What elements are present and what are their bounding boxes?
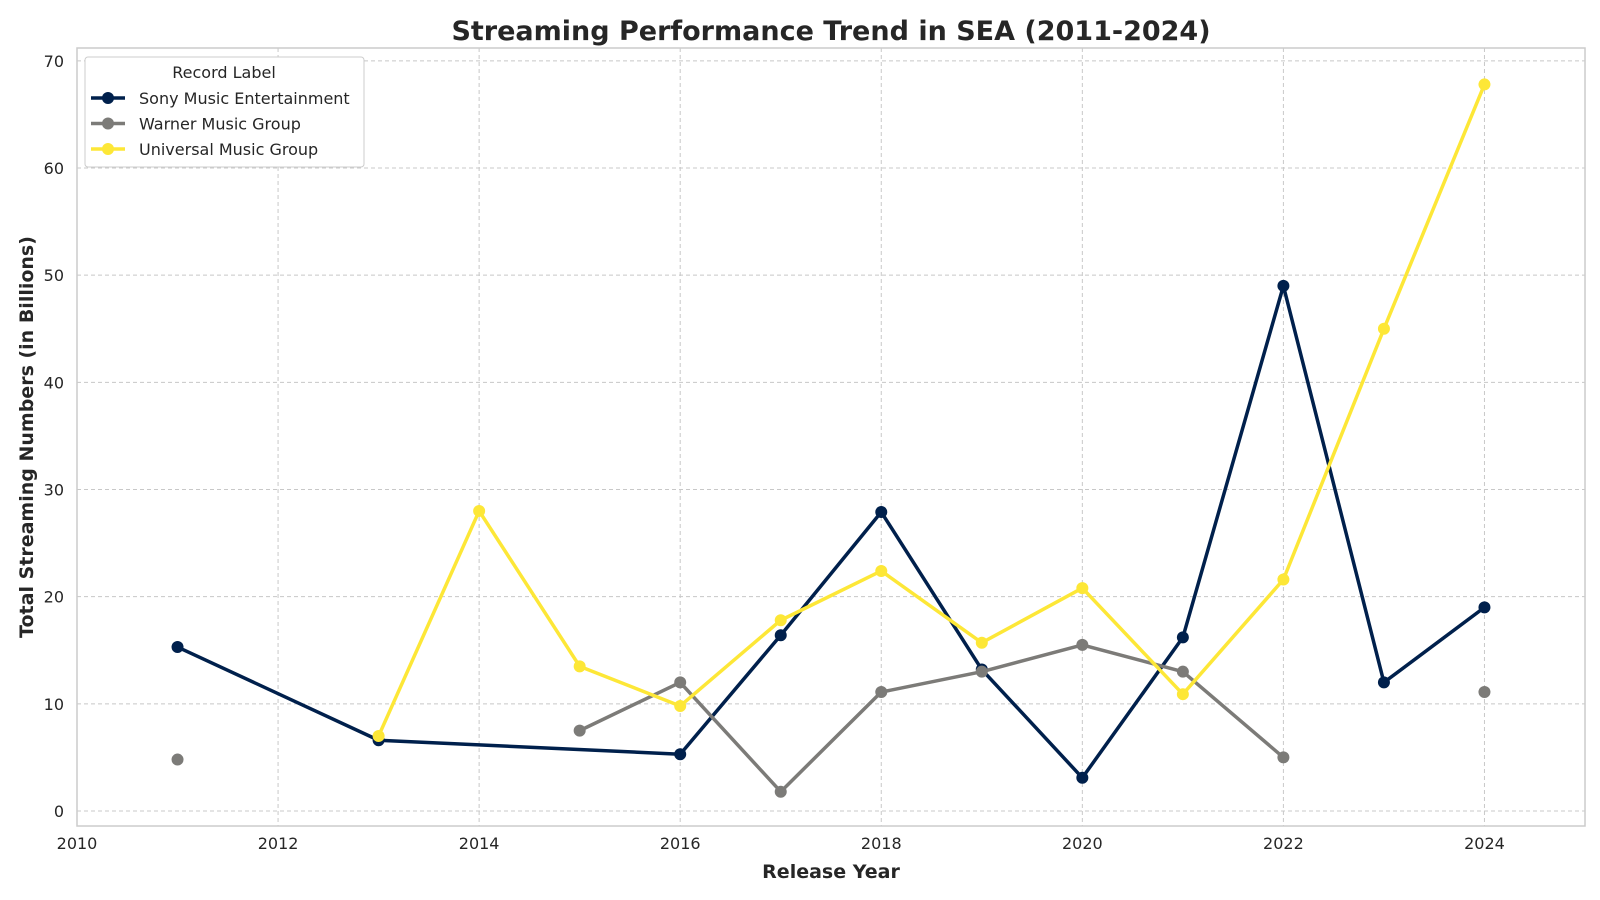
legend-title: Record Label xyxy=(172,63,276,82)
y-axis-label: Total Streaming Numbers (in Billions) xyxy=(16,236,38,638)
x-axis-label: Release Year xyxy=(762,861,900,883)
data-point xyxy=(372,729,385,742)
y-tick-label: 10 xyxy=(44,695,64,714)
legend-box xyxy=(84,56,365,168)
series-universal-music-group xyxy=(372,78,1491,742)
x-tick-label: 2012 xyxy=(258,834,299,853)
data-point xyxy=(1377,676,1390,689)
data-point xyxy=(573,660,586,673)
legend-entries: Sony Music Entertainment Warner Music Gro… xyxy=(91,89,350,159)
data-point xyxy=(1377,322,1390,335)
data-point xyxy=(674,748,687,761)
data-point xyxy=(1076,638,1089,651)
x-tick-label: 2018 xyxy=(861,834,902,853)
series-line xyxy=(376,82,1487,738)
data-point xyxy=(1076,771,1089,784)
y-tick-label: 60 xyxy=(44,159,64,178)
legend-item-warner-music-group: Warner Music Group xyxy=(91,115,301,134)
data-point xyxy=(1478,686,1491,699)
data-point xyxy=(1277,279,1290,292)
y-tick-label: 30 xyxy=(44,481,64,500)
data-point xyxy=(171,753,184,766)
data-point xyxy=(975,636,988,649)
grid xyxy=(76,48,1585,826)
y-tick-label: 20 xyxy=(44,588,64,607)
chart-title: Streaming Performance Trend in SEA (2011… xyxy=(451,16,1210,47)
data-point xyxy=(975,665,988,678)
tick-labels: 2010 2012 2014 2016 2018 2020 2022 2024 0 10 20 30 4… xyxy=(44,52,1505,853)
data-point xyxy=(1277,751,1290,764)
legend-marker xyxy=(102,117,114,130)
series-warner-music-group xyxy=(171,638,1491,798)
y-tick-label: 40 xyxy=(44,373,64,392)
series-line xyxy=(577,643,1286,794)
x-tick-label: 2016 xyxy=(660,834,701,853)
legend-marker xyxy=(102,92,114,104)
legend-label: Sony Music Entertainment xyxy=(139,89,350,108)
y-tick-label: 70 xyxy=(44,52,64,71)
data-point xyxy=(774,614,787,627)
legend-item-sony-music-entertainment: Sony Music Entertainment xyxy=(91,89,350,108)
legend-marker xyxy=(102,143,114,155)
data-point xyxy=(774,629,787,642)
data-point xyxy=(1076,582,1089,595)
x-tick-label: 2024 xyxy=(1464,834,1505,853)
data-point xyxy=(674,676,687,689)
data-point xyxy=(1176,631,1189,644)
series-layer xyxy=(171,78,1491,798)
data-point xyxy=(1277,573,1290,586)
y-tick-label: 0 xyxy=(54,802,64,821)
data-point xyxy=(674,699,687,712)
data-point xyxy=(1478,78,1491,91)
data-point xyxy=(1176,688,1189,701)
legend-label: Warner Music Group xyxy=(139,115,301,134)
legend-item-universal-music-group: Universal Music Group xyxy=(91,140,318,159)
data-point xyxy=(875,506,888,519)
data-point xyxy=(573,724,586,737)
x-tick-label: 2014 xyxy=(459,834,500,853)
data-point xyxy=(875,564,888,577)
data-point xyxy=(171,641,184,654)
legend: Record Label Sony Music Entertainment War… xyxy=(84,56,365,168)
data-point xyxy=(1176,665,1189,678)
legend-label: Universal Music Group xyxy=(139,140,318,159)
plot-area-frame xyxy=(76,47,1586,827)
data-point xyxy=(473,504,486,517)
data-point xyxy=(875,686,888,699)
data-point xyxy=(774,785,787,798)
y-tick-label: 50 xyxy=(44,266,64,285)
x-tick-label: 2010 xyxy=(57,834,98,853)
data-point xyxy=(1478,601,1491,614)
x-tick-label: 2020 xyxy=(1062,834,1103,853)
x-tick-label: 2022 xyxy=(1263,834,1304,853)
